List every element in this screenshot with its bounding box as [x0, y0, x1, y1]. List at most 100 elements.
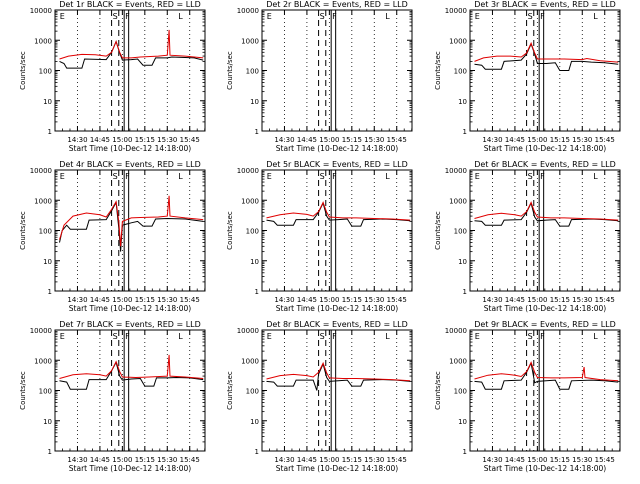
y-axis-label: Counts/sec	[434, 51, 442, 90]
x-tick-label: 15:30	[572, 136, 592, 144]
x-tick-label: 15:30	[364, 456, 384, 464]
y-tick-label: 1	[255, 128, 259, 136]
panel-title: Det 8r BLACK = Events, RED = LLD	[266, 320, 408, 329]
marker-label-e: E	[267, 172, 272, 181]
y-tick-label: 1	[463, 448, 467, 456]
marker-label-e: E	[60, 172, 65, 181]
x-tick-label: 15:30	[364, 296, 384, 304]
y-tick-label: 1000	[241, 197, 259, 205]
y-tick-label: 10000	[445, 7, 467, 15]
x-tick-label: 14:30	[482, 136, 502, 144]
series-lld	[59, 195, 204, 247]
marker-label-s: S	[113, 12, 118, 21]
x-axis-label: Start Time (10-Dec-12 14:18:00)	[276, 304, 398, 313]
y-tick-label: 100	[454, 228, 467, 236]
y-tick-label: 10	[458, 418, 467, 426]
series-events	[59, 200, 204, 252]
x-tick-label: 15:30	[157, 456, 177, 464]
marker-label-s: S	[113, 332, 118, 341]
y-tick-label: 1000	[241, 37, 259, 45]
y-tick-label: 1000	[34, 37, 52, 45]
panel-title: Det 1r BLACK = Events, RED = LLD	[59, 0, 201, 9]
y-tick-label: 100	[39, 228, 52, 236]
panel-title: Det 7r BLACK = Events, RED = LLD	[59, 320, 201, 329]
x-tick-label: 15:45	[387, 136, 407, 144]
panel-det-9: Det 9r BLACK = Events, RED = LLD E S F L 1 10 1…	[434, 320, 621, 473]
y-tick-label: 100	[246, 68, 259, 76]
x-tick-label: 15:30	[572, 296, 592, 304]
series-lld	[266, 361, 411, 382]
marker-label-f: F	[125, 172, 130, 181]
panel-title: Det 3r BLACK = Events, RED = LLD	[474, 0, 616, 9]
marker-label-f: F	[332, 172, 337, 181]
x-tick-label: 15:45	[595, 296, 615, 304]
panel-det-6: Det 6r BLACK = Events, RED = LLD E S F L 1 10 1…	[434, 160, 621, 313]
y-axis-label: Counts/sec	[226, 211, 234, 250]
y-tick-label: 10000	[237, 7, 259, 15]
y-tick-label: 10	[458, 98, 467, 106]
x-tick-label: 14:45	[90, 456, 110, 464]
panel-title: Det 2r BLACK = Events, RED = LLD	[266, 0, 408, 9]
series-lld	[59, 354, 204, 379]
marker-label-s: S	[320, 12, 325, 21]
marker-label-l: L	[385, 12, 390, 21]
x-axis-label: Start Time (10-Dec-12 14:18:00)	[276, 464, 398, 473]
x-tick-label: 14:45	[297, 456, 317, 464]
x-tick-label: 14:45	[297, 296, 317, 304]
series-events	[59, 40, 204, 69]
y-tick-label: 10000	[237, 167, 259, 175]
series-events	[266, 362, 411, 391]
y-tick-label: 100	[39, 388, 52, 396]
x-tick-label: 15:15	[342, 456, 362, 464]
x-axis-label: Start Time (10-Dec-12 14:18:00)	[484, 144, 606, 153]
marker-label-f: F	[332, 332, 337, 341]
panel-det-8: Det 8r BLACK = Events, RED = LLD E S F L 1 10 1…	[226, 320, 413, 473]
y-axis-label: Counts/sec	[19, 211, 27, 250]
y-axis-label: Counts/sec	[19, 371, 27, 410]
x-tick-label: 15:15	[550, 456, 570, 464]
panel-det-2: Det 2r BLACK = Events, RED = LLD E S F L 1 10 1…	[226, 0, 413, 153]
y-tick-label: 10000	[30, 167, 52, 175]
marker-label-l: L	[178, 332, 183, 341]
x-tick-label: 15:45	[180, 136, 200, 144]
x-tick-label: 15:00	[527, 136, 547, 144]
y-tick-label: 100	[454, 68, 467, 76]
y-axis-label: Counts/sec	[434, 211, 442, 250]
y-tick-label: 10	[43, 418, 52, 426]
x-tick-label: 15:45	[387, 456, 407, 464]
x-tick-label: 15:00	[112, 456, 132, 464]
x-tick-label: 15:15	[342, 136, 362, 144]
marker-label-l: L	[385, 332, 390, 341]
x-tick-label: 15:45	[595, 456, 615, 464]
panel-det-3: Det 3r BLACK = Events, RED = LLD E S F L 1 10 1…	[434, 0, 621, 153]
y-tick-label: 1000	[449, 197, 467, 205]
x-tick-label: 14:45	[90, 136, 110, 144]
marker-label-s: S	[528, 12, 533, 21]
y-tick-label: 1	[48, 448, 52, 456]
x-tick-label: 14:30	[274, 456, 294, 464]
y-tick-label: 1	[255, 448, 259, 456]
x-tick-label: 15:30	[572, 456, 592, 464]
x-axis-label: Start Time (10-Dec-12 14:18:00)	[484, 464, 606, 473]
x-tick-label: 15:45	[180, 296, 200, 304]
x-tick-label: 15:45	[387, 296, 407, 304]
marker-label-s: S	[528, 332, 533, 341]
series-events	[474, 42, 619, 71]
marker-label-f: F	[125, 12, 130, 21]
marker-label-f: F	[540, 12, 545, 21]
marker-label-e: E	[475, 12, 480, 21]
y-tick-label: 10000	[445, 167, 467, 175]
marker-label-f: F	[125, 332, 130, 341]
y-tick-label: 10000	[30, 7, 52, 15]
x-tick-label: 15:15	[135, 456, 155, 464]
y-tick-label: 1000	[449, 357, 467, 365]
x-tick-label: 15:30	[157, 296, 177, 304]
marker-label-l: L	[178, 12, 183, 21]
x-tick-label: 15:15	[135, 136, 155, 144]
series-lld	[266, 201, 411, 221]
series-events	[59, 361, 204, 390]
x-tick-label: 14:45	[505, 296, 525, 304]
x-tick-label: 15:00	[112, 296, 132, 304]
y-tick-label: 10	[43, 98, 52, 106]
marker-label-e: E	[267, 12, 272, 21]
